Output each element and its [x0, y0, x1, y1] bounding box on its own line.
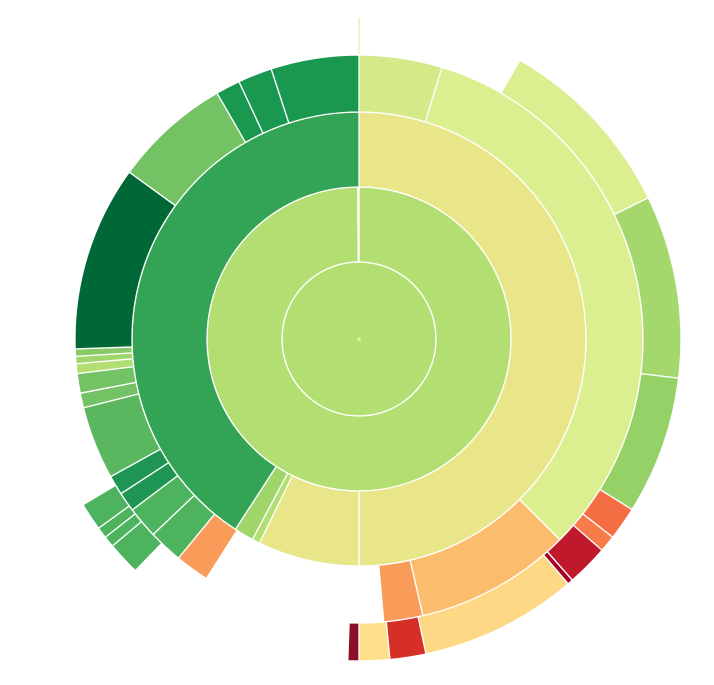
- sunburst-segments: [74, 54, 682, 662]
- ring-5-segment-9[interactable]: [358, 621, 391, 662]
- ring-5-segment-14[interactable]: [82, 484, 130, 529]
- ring-5-segment-8[interactable]: [385, 616, 427, 661]
- ring-4-segment-19[interactable]: [270, 54, 360, 124]
- ring-2-segment-1[interactable]: [357, 186, 360, 263]
- ring-5-segment-10[interactable]: [347, 622, 360, 662]
- center-dot: [357, 337, 361, 341]
